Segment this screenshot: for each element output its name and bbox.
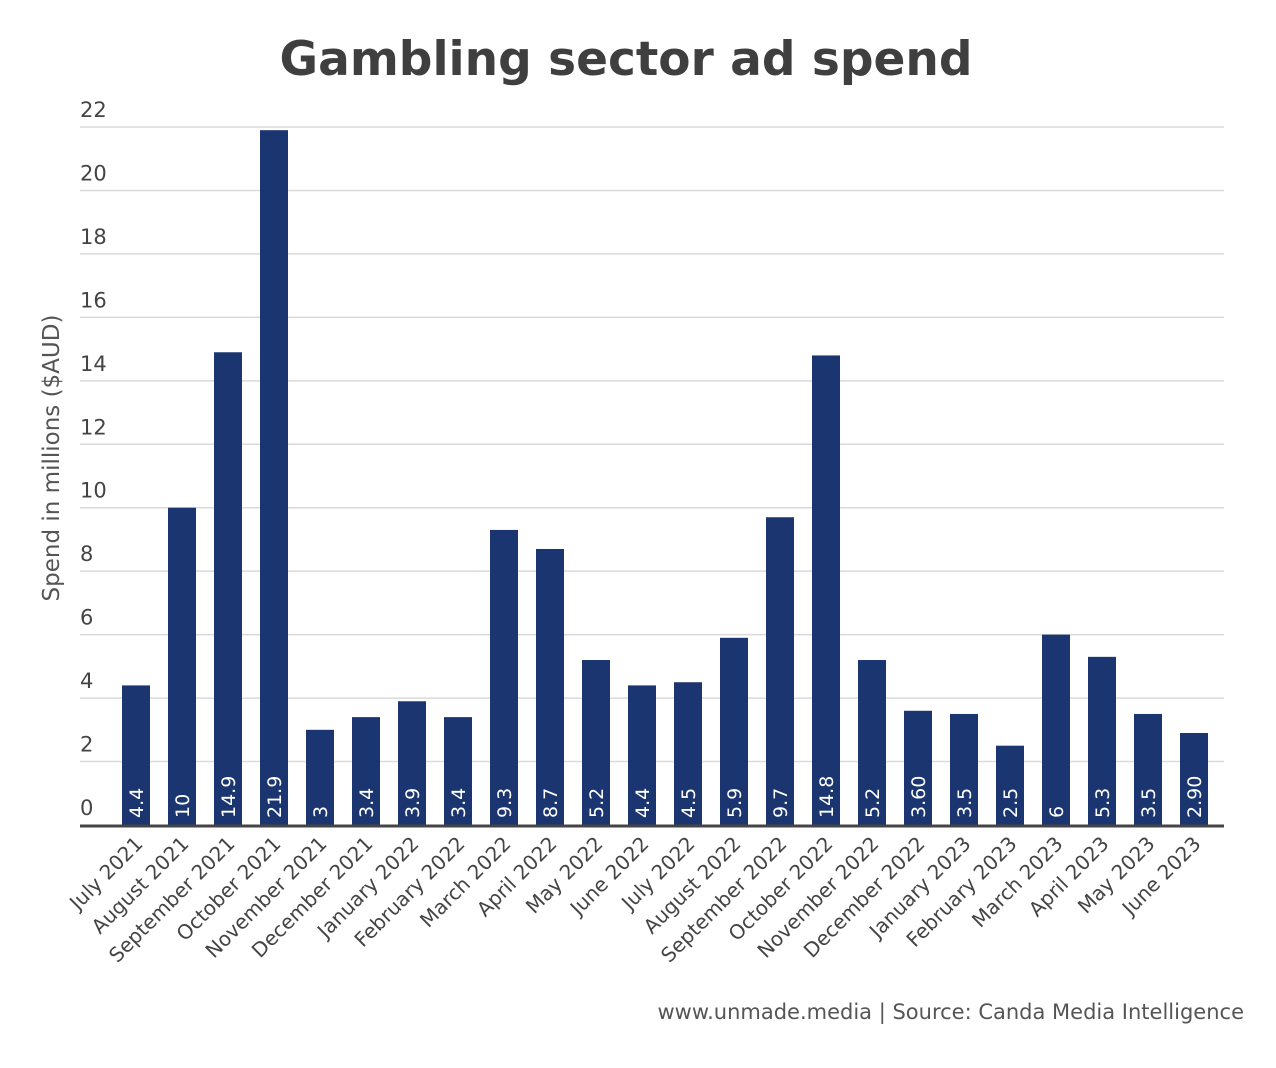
y-tick-label: 0 bbox=[80, 796, 93, 820]
bar bbox=[168, 507, 196, 825]
y-axis-label: Spend in millions ($AUD) bbox=[39, 315, 65, 602]
bar bbox=[950, 713, 978, 825]
y-tick-label: 20 bbox=[80, 161, 107, 185]
bar bbox=[720, 637, 748, 825]
bar bbox=[628, 685, 656, 825]
data-label: 4.4 bbox=[126, 788, 148, 818]
bar bbox=[352, 717, 380, 825]
data-label: 3.5 bbox=[1138, 788, 1160, 818]
data-label: 10 bbox=[172, 794, 194, 818]
y-tick-label: 14 bbox=[80, 352, 107, 376]
bar bbox=[1088, 656, 1116, 825]
bar bbox=[214, 352, 242, 825]
y-tick-label: 10 bbox=[80, 479, 107, 503]
data-label: 9.3 bbox=[494, 788, 516, 818]
bar bbox=[858, 660, 886, 825]
y-tick-label: 16 bbox=[80, 288, 107, 312]
y-tick-label: 22 bbox=[80, 98, 107, 122]
bar bbox=[260, 130, 288, 825]
bar bbox=[582, 660, 610, 825]
data-label: 5.3 bbox=[1092, 788, 1114, 818]
y-tick-label: 8 bbox=[80, 542, 93, 566]
bars bbox=[122, 130, 1208, 825]
bar bbox=[122, 685, 150, 825]
data-label: 5.9 bbox=[724, 788, 746, 818]
bar bbox=[766, 517, 794, 825]
data-label: 3.60 bbox=[908, 776, 930, 818]
bar bbox=[904, 710, 932, 825]
data-label: 3.5 bbox=[954, 788, 976, 818]
bar bbox=[490, 529, 518, 825]
y-tick-label: 12 bbox=[80, 415, 107, 439]
bar bbox=[444, 717, 472, 825]
data-label: 14.8 bbox=[816, 776, 838, 818]
bar bbox=[306, 729, 334, 825]
data-labels: 4.4 10 14.9 21.9 3 3.4 3.9 3.4 9.3 8.7 5.2 4.4 4.5 5.… bbox=[126, 776, 1206, 818]
bar bbox=[1042, 634, 1070, 825]
data-label: 8.7 bbox=[540, 788, 562, 818]
data-label: 2.90 bbox=[1184, 776, 1206, 818]
y-axis-ticks: 0 2 4 6 8 10 12 14 16 18 20 22 bbox=[80, 98, 107, 820]
y-tick-label: 4 bbox=[80, 669, 93, 693]
chart-title: Gambling sector ad spend bbox=[280, 32, 973, 87]
data-label: 4.5 bbox=[678, 788, 700, 818]
data-label: 4.4 bbox=[632, 788, 654, 818]
bar bbox=[1180, 732, 1208, 825]
data-label: 21.9 bbox=[264, 776, 286, 818]
y-tick-label: 2 bbox=[80, 733, 93, 757]
data-label: 2.5 bbox=[1000, 788, 1022, 818]
data-label: 9.7 bbox=[770, 788, 792, 818]
data-label: 3.4 bbox=[356, 788, 378, 818]
bar bbox=[536, 548, 564, 825]
data-label: 6 bbox=[1046, 806, 1068, 818]
bar bbox=[812, 355, 840, 825]
y-tick-label: 6 bbox=[80, 606, 93, 630]
bar bbox=[398, 701, 426, 825]
data-label: 5.2 bbox=[586, 788, 608, 818]
bar bbox=[1134, 713, 1162, 825]
bar bbox=[674, 682, 702, 825]
data-label: 3 bbox=[310, 806, 332, 818]
source-note: www.unmade.media | Source: Canda Media I… bbox=[657, 1000, 1244, 1025]
data-label: 3.9 bbox=[402, 788, 424, 818]
data-label: 14.9 bbox=[218, 776, 240, 818]
y-tick-label: 18 bbox=[80, 225, 107, 249]
data-label: 5.2 bbox=[862, 788, 884, 818]
bar bbox=[996, 745, 1024, 825]
data-label: 3.4 bbox=[448, 788, 470, 818]
